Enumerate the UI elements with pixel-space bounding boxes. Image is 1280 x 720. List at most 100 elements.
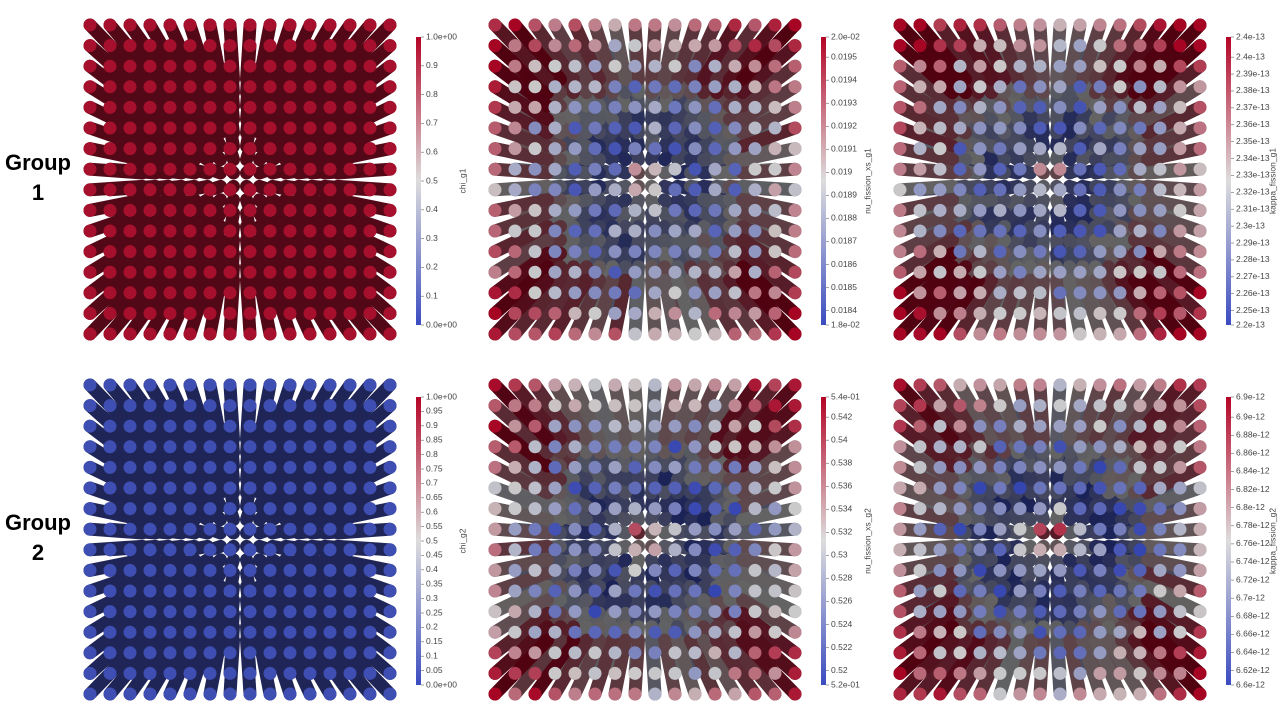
pin-top — [103, 39, 117, 53]
pin-top — [528, 162, 542, 176]
pin-body — [893, 206, 959, 238]
pin-top — [688, 419, 702, 433]
pin-top — [608, 224, 622, 238]
pin-top — [383, 563, 397, 577]
pin-top — [973, 100, 987, 114]
pin-top — [183, 625, 197, 639]
pin-top — [788, 460, 802, 474]
pin-top — [913, 142, 927, 156]
pin-top — [973, 440, 987, 454]
pin-top — [508, 224, 522, 238]
pin-top — [283, 327, 297, 341]
pin-top — [1113, 18, 1127, 32]
pin-top — [263, 625, 277, 639]
pin-top — [223, 481, 237, 495]
pin-top — [568, 646, 582, 660]
pin-top — [83, 563, 97, 577]
pin-top — [283, 39, 297, 53]
pin-top — [123, 121, 137, 135]
colorbar-tick-label: 0.4 — [426, 204, 438, 214]
colorbar-title: kappa_fission_g1 — [1267, 148, 1277, 214]
pin-top — [893, 543, 907, 557]
colorbar-tick-label: 0.45 — [426, 550, 443, 560]
pin-top — [203, 625, 217, 639]
pin-top — [993, 224, 1007, 238]
pin-top — [283, 625, 297, 639]
pin-body — [488, 593, 554, 639]
pin-top — [488, 605, 502, 619]
pin-body — [1141, 502, 1207, 527]
pin-top — [343, 522, 357, 536]
pin-top — [728, 666, 742, 680]
pin-top — [933, 584, 947, 598]
pin-top — [1033, 543, 1047, 557]
pin-top — [548, 327, 562, 341]
pin-top — [508, 306, 522, 320]
pin-body — [953, 18, 998, 86]
pin-top — [508, 419, 522, 433]
pin-top — [728, 265, 742, 279]
pin-top — [608, 605, 622, 619]
pin-body — [736, 440, 802, 486]
pin-top — [628, 59, 642, 73]
pin-body — [710, 18, 762, 86]
pin-top — [1053, 183, 1067, 197]
pin-body — [933, 18, 985, 86]
pin-top — [323, 286, 337, 300]
pin-top — [993, 522, 1007, 536]
colorbar-tick-label: 0.534 — [831, 504, 853, 514]
pin-top — [143, 224, 157, 238]
pin-top — [303, 121, 317, 135]
pin-top — [343, 327, 357, 341]
pin-top — [1013, 543, 1027, 557]
pin-top — [283, 481, 297, 495]
pin-top — [1013, 563, 1027, 577]
pin-top — [283, 286, 297, 300]
pin-top — [728, 584, 742, 598]
pin-top — [1053, 327, 1067, 341]
pin-top — [688, 625, 702, 639]
pin-top — [1173, 162, 1187, 176]
pin-top — [1193, 687, 1207, 701]
pin-top — [243, 440, 257, 454]
pin-top — [223, 121, 237, 135]
pin-top — [688, 327, 702, 341]
pin-body — [1013, 273, 1037, 341]
pin-top — [993, 419, 1007, 433]
pin-top — [1073, 100, 1087, 114]
pin-body — [736, 566, 802, 598]
pin-top — [748, 502, 762, 516]
pin-body — [253, 18, 277, 86]
pin-top — [628, 162, 642, 176]
pin-top — [748, 80, 762, 94]
pin-top — [263, 224, 277, 238]
pin-top — [1053, 245, 1067, 259]
colorbar-tick-label: 6.9e-12 — [1236, 411, 1265, 421]
pin-top — [548, 121, 562, 135]
colorbar-tick-label: 0.0188 — [831, 213, 857, 223]
pin-top — [343, 245, 357, 259]
pin-top — [488, 224, 502, 238]
pin-top — [1153, 80, 1167, 94]
pin-top — [1073, 265, 1087, 279]
pin-top — [1113, 440, 1127, 454]
pin-top — [383, 502, 397, 516]
pin-body — [993, 633, 1024, 701]
pin-top — [668, 625, 682, 639]
pin-top — [163, 522, 177, 536]
pin-top — [708, 666, 722, 680]
pin-top — [993, 646, 1007, 660]
pin-top — [568, 18, 582, 32]
pin-top — [788, 306, 802, 320]
pin-top — [628, 121, 642, 135]
pin-top — [1073, 605, 1087, 619]
pin-top — [748, 522, 762, 536]
pin-body — [331, 593, 397, 639]
pin-top — [708, 121, 722, 135]
pin-top — [123, 563, 137, 577]
colorbar-title: chi_g2 — [457, 528, 467, 553]
pin-top — [183, 440, 197, 454]
pin-top — [1133, 399, 1147, 413]
pin-top — [913, 666, 927, 680]
pin-body — [736, 502, 802, 527]
